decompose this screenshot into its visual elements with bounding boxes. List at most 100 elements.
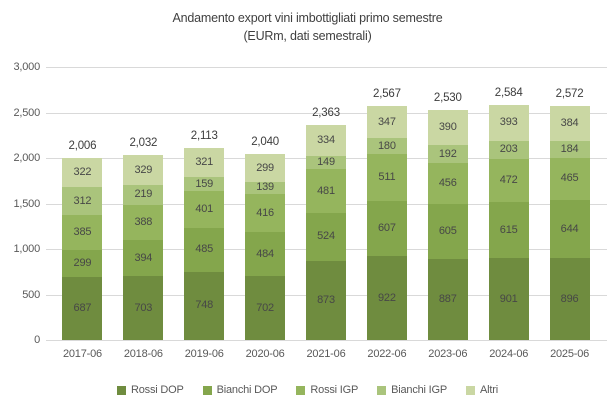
segment-value-label: 149 <box>317 155 335 168</box>
bar-total-label: 2,113 <box>190 129 218 142</box>
segment-value-label: 702 <box>256 301 274 314</box>
bar-segment-rossi-igp: 456 <box>427 162 468 205</box>
bar-column: 2,530 2023-06 887 605 456 192 390 <box>417 67 478 360</box>
bar-column: 2,567 2022-06 922 607 511 180 347 <box>356 67 417 360</box>
bar-segment-bianchi-igp: 192 <box>427 145 468 163</box>
stacked-bar: 703 394 388 219 329 <box>123 155 164 340</box>
stacked-bar: 922 607 511 180 347 <box>366 106 407 340</box>
bar-segment-rossi-igp: 401 <box>184 191 225 228</box>
bar-total-label: 2,567 <box>373 88 401 101</box>
y-axis-tick-label: 0 <box>34 334 40 346</box>
bar-segment-bianchi-igp: 149 <box>306 155 346 170</box>
bar-segment-rossi-dop: 703 <box>123 276 164 340</box>
y-axis-tick-label: 1,000 <box>13 243 40 255</box>
legend-swatch-icon <box>117 385 127 395</box>
segment-value-label: 322 <box>73 165 92 178</box>
stacked-bar: 896 644 465 184 384 <box>549 105 590 340</box>
bar-segment-altri: 347 <box>366 106 407 138</box>
segment-value-label: 203 <box>499 143 518 156</box>
segment-value-label: 299 <box>256 161 274 174</box>
gridline <box>46 67 607 68</box>
segment-value-label: 644 <box>560 222 579 235</box>
bar-total-label: 2,006 <box>68 139 97 152</box>
bar-segment-altri: 321 <box>184 147 225 177</box>
segment-value-label: 703 <box>134 301 153 314</box>
segment-value-label: 748 <box>195 299 214 312</box>
bar-total-label: 2,530 <box>433 91 462 104</box>
segment-value-label: 394 <box>134 251 153 264</box>
segment-value-label: 873 <box>317 293 335 306</box>
segment-value-label: 385 <box>73 226 92 239</box>
bar-segment-altri: 322 <box>62 157 103 187</box>
bar-segment-bianchi-igp: 159 <box>184 176 225 192</box>
bar-segment-rossi-dop: 922 <box>366 256 407 340</box>
bar-total-label: 2,584 <box>494 86 523 99</box>
bar-segment-bianchi-dop: 615 <box>488 202 529 259</box>
x-axis-tick-label: 2019-06 <box>184 348 224 360</box>
segment-value-label: 456 <box>438 177 457 189</box>
bar-segment-rossi-dop: 687 <box>62 277 103 340</box>
legend-swatch-icon <box>296 385 306 395</box>
bar-segment-bianchi-dop: 394 <box>123 240 164 277</box>
y-axis-tick-label: 500 <box>22 288 40 301</box>
bar-segment-bianchi-dop: 524 <box>306 212 346 261</box>
x-axis-tick-label: 2020-06 <box>245 348 285 360</box>
segment-value-label: 401 <box>195 203 214 216</box>
bar-segment-bianchi-dop: 644 <box>549 199 590 259</box>
bar-segment-bianchi-dop: 605 <box>427 204 468 260</box>
legend-label: Rossi DOP <box>131 384 184 396</box>
stacked-bar: 702 484 416 139 299 <box>245 154 286 340</box>
x-axis-tick-label: 2018-06 <box>123 348 163 360</box>
bar-segment-rossi-igp: 472 <box>488 159 529 203</box>
gridline <box>46 112 607 114</box>
segment-value-label: 887 <box>438 293 457 306</box>
legend-swatch-icon <box>202 385 212 395</box>
bar-segment-bianchi-dop: 484 <box>245 232 286 277</box>
bars-area: 2,006 2017-06 687 299 385 312 322 2,032 2018-06 7… <box>52 67 600 360</box>
segment-value-label: 687 <box>73 302 92 315</box>
bar-column: 2,363 2021-06 873 524 481 149 334 <box>296 67 357 360</box>
bar-segment-altri: 384 <box>549 105 590 141</box>
segment-value-label: 922 <box>378 291 396 304</box>
stacked-bar: 887 605 456 192 390 <box>427 109 468 340</box>
bar-segment-rossi-dop: 887 <box>427 259 468 340</box>
x-axis-tick-label: 2023-06 <box>428 348 468 360</box>
segment-value-label: 219 <box>134 188 153 201</box>
bar-column: 2,584 2024-06 901 615 472 203 393 <box>478 67 539 360</box>
x-axis-tick-label: 2024-06 <box>489 348 529 360</box>
segment-value-label: 390 <box>438 121 457 134</box>
bar-segment-rossi-dop: 748 <box>184 271 225 340</box>
segment-value-label: 393 <box>499 116 518 129</box>
bar-segment-rossi-igp: 511 <box>366 154 407 201</box>
stacked-bar: 687 299 385 312 322 <box>62 157 103 340</box>
bar-segment-bianchi-igp: 184 <box>549 140 590 158</box>
segment-value-label: 192 <box>438 147 457 160</box>
segment-value-label: 180 <box>378 139 396 152</box>
bar-segment-rossi-igp: 416 <box>245 194 286 233</box>
bar-segment-rossi-dop: 702 <box>245 276 286 340</box>
segment-value-label: 901 <box>499 292 518 305</box>
bar-segment-rossi-igp: 481 <box>306 169 346 213</box>
legend-label: Rossi IGP <box>310 384 359 396</box>
segment-value-label: 416 <box>256 206 274 219</box>
y-axis-tick-label: 2,500 <box>13 106 40 119</box>
y-axis-tick-label: 3,000 <box>13 61 40 73</box>
bar-segment-rossi-igp: 465 <box>549 157 590 200</box>
bar-total-label: 2,040 <box>251 136 279 149</box>
bar-segment-bianchi-igp: 312 <box>62 186 103 216</box>
chart-title: Andamento export vini imbottigliati prim… <box>172 11 443 25</box>
stacked-bar: 748 485 401 159 321 <box>184 147 225 340</box>
segment-value-label: 607 <box>378 221 396 234</box>
bar-column: 2,032 2018-06 703 394 388 219 329 <box>113 67 174 360</box>
segment-value-label: 312 <box>73 194 92 207</box>
bar-segment-bianchi-igp: 139 <box>245 181 286 195</box>
segment-value-label: 384 <box>560 116 579 129</box>
legend: Rossi DOP Bianchi DOP Rossi IGP Bianchi IGP… <box>0 384 615 396</box>
bar-total-label: 2,032 <box>129 137 158 149</box>
legend-label: Bianchi IGP <box>391 384 448 396</box>
bar-segment-bianchi-dop: 607 <box>366 200 407 257</box>
legend-item-altri: Altri <box>466 384 498 396</box>
bar-segment-bianchi-igp: 219 <box>123 184 164 205</box>
